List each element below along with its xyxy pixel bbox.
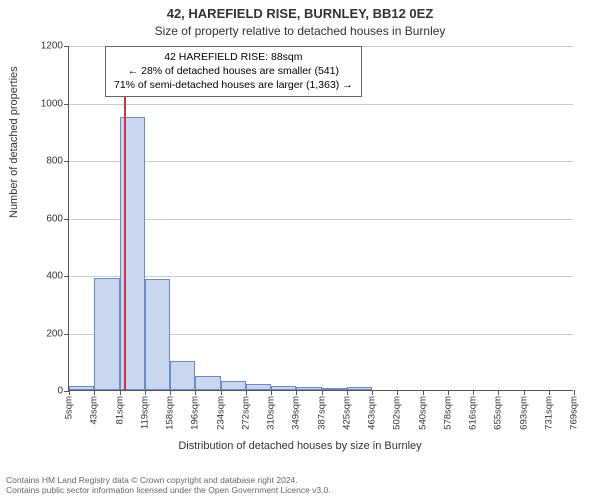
ytick-label: 200 bbox=[46, 328, 69, 339]
xtick-label: 196sqm bbox=[190, 390, 201, 430]
ytick-label: 1200 bbox=[41, 41, 69, 52]
histogram-bar bbox=[195, 376, 220, 390]
y-axis-label: Number of detached properties bbox=[8, 66, 20, 218]
footer-line-1: Contains HM Land Registry data © Crown c… bbox=[6, 475, 331, 486]
gridline bbox=[69, 104, 573, 105]
xtick-label: 349sqm bbox=[291, 390, 302, 430]
annotation-line-2: ← 28% of detached houses are smaller (54… bbox=[114, 64, 353, 78]
x-axis-label: Distribution of detached houses by size … bbox=[0, 440, 600, 452]
xtick-label: 310sqm bbox=[266, 390, 277, 430]
xtick-label: 387sqm bbox=[316, 390, 327, 430]
xtick-label: 578sqm bbox=[442, 390, 453, 430]
xtick-label: 731sqm bbox=[543, 390, 554, 430]
histogram-bar bbox=[94, 278, 119, 390]
histogram-bar bbox=[221, 381, 246, 390]
annotation-line-1: 42 HAREFIELD RISE: 88sqm bbox=[114, 50, 353, 64]
ytick-label: 400 bbox=[46, 271, 69, 282]
xtick-label: 463sqm bbox=[367, 390, 378, 430]
footer-text: Contains HM Land Registry data © Crown c… bbox=[6, 475, 331, 496]
histogram-bar bbox=[170, 361, 195, 390]
plot-area: 0200400600800100012005sqm43sqm81sqm119sq… bbox=[68, 46, 573, 391]
annotation-line-3: 71% of semi-detached houses are larger (… bbox=[114, 78, 353, 92]
chart-title-sub: Size of property relative to detached ho… bbox=[0, 24, 600, 38]
marker-line bbox=[124, 46, 126, 390]
chart-container: 42, HAREFIELD RISE, BURNLEY, BB12 0EZ Si… bbox=[0, 0, 600, 500]
xtick-label: 43sqm bbox=[89, 390, 100, 425]
xtick-label: 425sqm bbox=[341, 390, 352, 430]
xtick-label: 693sqm bbox=[518, 390, 529, 430]
histogram-bar bbox=[145, 279, 170, 390]
chart-title-main: 42, HAREFIELD RISE, BURNLEY, BB12 0EZ bbox=[0, 6, 600, 21]
xtick-label: 655sqm bbox=[493, 390, 504, 430]
xtick-label: 5sqm bbox=[64, 390, 75, 419]
annotation-box: 42 HAREFIELD RISE: 88sqm ← 28% of detach… bbox=[105, 46, 362, 97]
ytick-label: 1000 bbox=[41, 98, 69, 109]
xtick-label: 81sqm bbox=[114, 390, 125, 425]
xtick-label: 158sqm bbox=[165, 390, 176, 430]
xtick-label: 272sqm bbox=[240, 390, 251, 430]
ytick-label: 600 bbox=[46, 213, 69, 224]
xtick-label: 769sqm bbox=[569, 390, 580, 430]
xtick-label: 616sqm bbox=[468, 390, 479, 430]
footer-line-2: Contains public sector information licen… bbox=[6, 485, 331, 496]
xtick-label: 234sqm bbox=[215, 390, 226, 430]
ytick-label: 800 bbox=[46, 156, 69, 167]
xtick-label: 502sqm bbox=[392, 390, 403, 430]
xtick-label: 119sqm bbox=[139, 390, 150, 429]
xtick-label: 540sqm bbox=[417, 390, 428, 430]
